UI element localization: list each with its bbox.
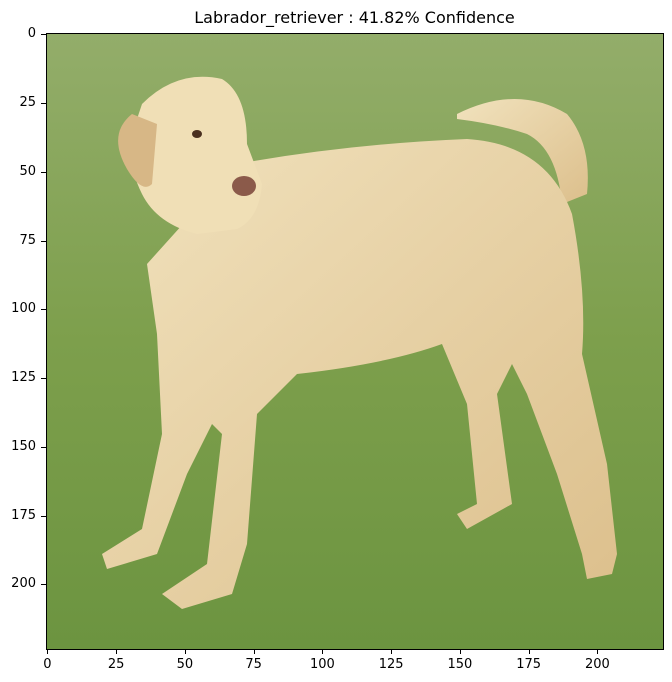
y-tick-label: 150 xyxy=(11,438,36,454)
y-tick-mark xyxy=(41,309,46,311)
x-tick-label: 50 xyxy=(176,657,194,672)
y-tick-label: 175 xyxy=(11,507,36,523)
y-tick-mark xyxy=(41,240,46,242)
y-tick-mark xyxy=(41,34,46,36)
x-tick-label: 75 xyxy=(245,657,262,672)
y-tick-mark xyxy=(41,103,46,105)
x-tick-label: 100 xyxy=(309,657,335,672)
image-axes xyxy=(46,33,664,650)
y-tick-mark xyxy=(41,171,46,173)
y-tick-label: 125 xyxy=(11,370,36,386)
x-tick-mark xyxy=(459,649,461,654)
y-tick-label: 75 xyxy=(19,232,36,248)
x-tick-label: 25 xyxy=(107,657,125,672)
x-tick-label: 0 xyxy=(43,657,52,672)
figure-title: Labrador_retriever : 41.82% Confidence xyxy=(194,8,515,27)
y-tick-mark xyxy=(41,515,46,517)
x-tick-mark xyxy=(597,649,599,654)
y-tick-label: 100 xyxy=(11,301,36,317)
y-tick-label: 25 xyxy=(19,95,36,111)
x-tick-mark xyxy=(116,649,118,654)
x-tick-label: 150 xyxy=(447,657,473,672)
y-tick-mark xyxy=(41,446,46,448)
y-tick-mark xyxy=(41,584,46,586)
x-tick-label: 175 xyxy=(516,657,542,672)
x-tick-mark xyxy=(391,649,393,654)
x-tick-mark xyxy=(528,649,530,654)
y-tick-label: 0 xyxy=(27,26,36,42)
x-tick-mark xyxy=(253,649,255,654)
x-tick-mark xyxy=(322,649,324,654)
x-tick-label: 200 xyxy=(584,657,610,672)
y-tick-label: 50 xyxy=(19,163,36,179)
x-tick-mark xyxy=(47,649,49,654)
y-tick-mark xyxy=(41,378,46,380)
y-tick-label: 200 xyxy=(11,576,36,592)
x-tick-mark xyxy=(184,649,186,654)
x-tick-label: 125 xyxy=(378,657,404,672)
dog-photo xyxy=(47,34,663,649)
